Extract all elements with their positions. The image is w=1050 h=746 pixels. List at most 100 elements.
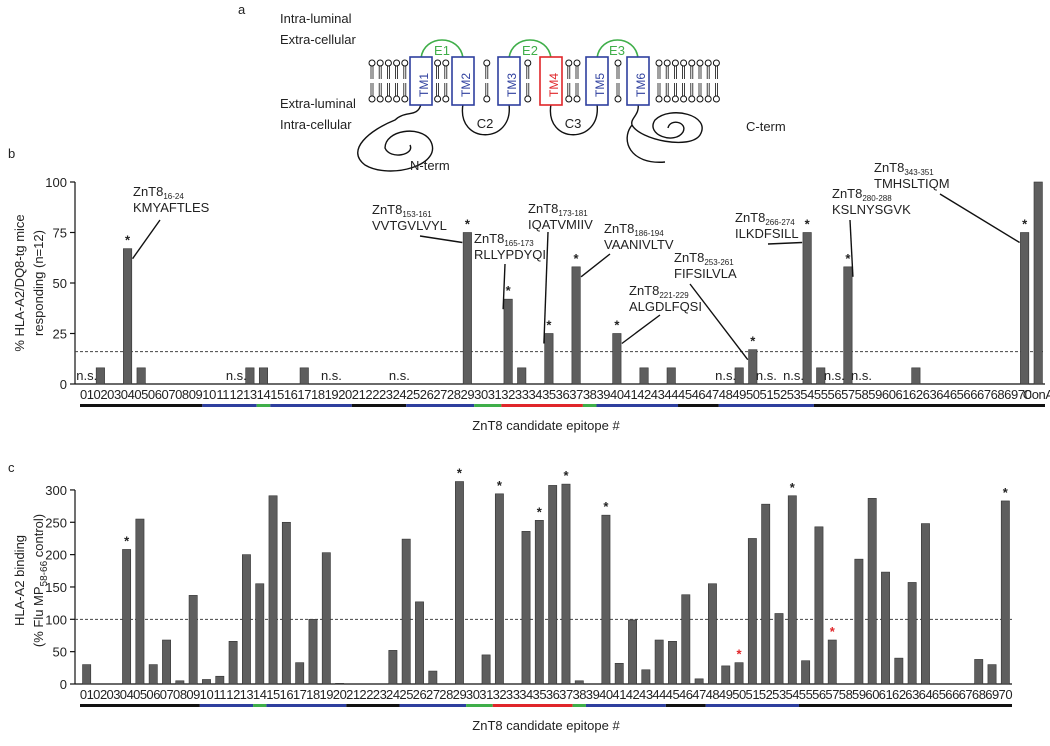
bar: [517, 367, 527, 385]
epitope-range: 165-173: [504, 239, 534, 248]
epitope-prefix: ZnT8: [674, 250, 704, 265]
region-bar: [270, 404, 352, 407]
x-tick-label: 18: [306, 687, 320, 702]
region-bar: [813, 404, 1045, 407]
x-tick-label: 63: [923, 387, 937, 402]
callout-line: [502, 263, 506, 310]
x-tick-label: 06: [146, 687, 160, 702]
epitope-prefix: ZnT8: [735, 210, 765, 225]
x-tick-label: 59: [852, 687, 866, 702]
helix-box: [497, 56, 521, 106]
x-tick-label: 13: [240, 687, 254, 702]
lipid-head: [483, 59, 491, 67]
epitope-name: ZnT816-24: [133, 184, 184, 201]
bar: [761, 503, 771, 685]
loop-label: E3: [609, 43, 625, 58]
x-tick-label: 65: [932, 687, 946, 702]
significance-mark: *: [574, 251, 580, 266]
epitope-sequence: TMHSLTIQM: [874, 176, 950, 191]
lipid-head: [524, 59, 532, 67]
callout-line: [580, 253, 611, 278]
x-tick-label: 15: [270, 387, 284, 402]
x-tick-label: 65: [950, 387, 964, 402]
bar: [639, 367, 649, 385]
x-tick-label: 02: [94, 387, 108, 402]
x-axis-label: ZnT8 candidate epitope #: [472, 418, 620, 433]
x-tick-label: 07: [162, 387, 176, 402]
helix-label: TM5: [593, 73, 607, 97]
x-tick-label: 29: [461, 387, 475, 402]
lipid-tail: [674, 66, 677, 79]
lipid-tail: [436, 83, 439, 96]
bar: [571, 266, 581, 385]
lipid-head: [565, 59, 573, 67]
lipid-tail: [403, 83, 407, 96]
bar: [907, 582, 917, 685]
bar: [921, 523, 930, 685]
y-tick-label: 250: [45, 515, 67, 530]
lipid-head: [655, 59, 663, 67]
x-tick-label: 63: [905, 687, 919, 702]
loop: [461, 103, 510, 136]
x-tick-label: 34: [528, 387, 542, 402]
x-tick-label: 51: [760, 387, 774, 402]
x-tick-label: 49: [719, 687, 733, 702]
lipid-tail: [444, 83, 448, 96]
bar: [668, 641, 677, 685]
not-significant-label: n.s.: [783, 368, 804, 383]
label-text: control): [31, 514, 46, 561]
bar: [245, 367, 255, 385]
x-tick-label: 48: [719, 387, 733, 402]
bar: [95, 367, 105, 385]
x-tick-label: 02: [93, 687, 107, 702]
callout-line: [689, 283, 749, 361]
lipid-tail: [403, 66, 407, 79]
x-tick-label: 36: [556, 387, 570, 402]
x-tick-label: 58: [839, 687, 853, 702]
bar: [415, 601, 424, 685]
lipid-head: [401, 95, 409, 103]
x-tick-label: 26: [413, 687, 427, 702]
y-tick-label: 150: [45, 580, 67, 595]
compartment-label: Extra-luminal: [280, 96, 356, 111]
significance-mark: *: [1022, 217, 1028, 232]
significance-mark: *: [603, 499, 609, 514]
x-tick-label: 11: [216, 387, 229, 402]
x-tick-label: 12: [229, 387, 243, 402]
x-tick-label: 10: [202, 387, 216, 402]
epitope-range: 173-181: [558, 209, 588, 218]
lipid-head: [434, 59, 442, 67]
epitope-prefix: ZnT8: [528, 201, 558, 216]
extracellular-loops: [420, 39, 639, 59]
x-tick-label: 04: [120, 687, 134, 702]
bar: [911, 367, 921, 385]
bar: [202, 679, 211, 685]
x-tick-label: 39: [586, 687, 600, 702]
bar: [787, 495, 797, 685]
lipid-head: [680, 59, 688, 67]
lipid-head: [696, 95, 704, 103]
x-tick-label: 50: [732, 687, 746, 702]
epitope-name: ZnT8266-274: [735, 210, 795, 227]
x-tick-label: 38: [583, 387, 597, 402]
x-tick-label: 35: [533, 687, 547, 702]
callout-line: [767, 241, 803, 245]
bar: [802, 232, 812, 385]
bar: [122, 549, 132, 685]
not-significant-label: n.s.: [715, 368, 736, 383]
label-subscript: 58-66: [39, 560, 50, 586]
region-bar: [80, 704, 200, 707]
loop: [549, 103, 598, 136]
lipid-tail: [387, 66, 390, 79]
lipid-tail: [526, 83, 530, 96]
y-tick-label: 100: [45, 612, 67, 627]
bar: [628, 619, 637, 685]
bar: [867, 498, 877, 685]
x-tick-label: 68: [972, 687, 986, 702]
bar: [601, 514, 611, 685]
lipid-tail: [370, 66, 374, 79]
y-tick-label: 0: [60, 377, 67, 392]
bar: [308, 619, 318, 685]
lipid-tail: [436, 66, 439, 79]
